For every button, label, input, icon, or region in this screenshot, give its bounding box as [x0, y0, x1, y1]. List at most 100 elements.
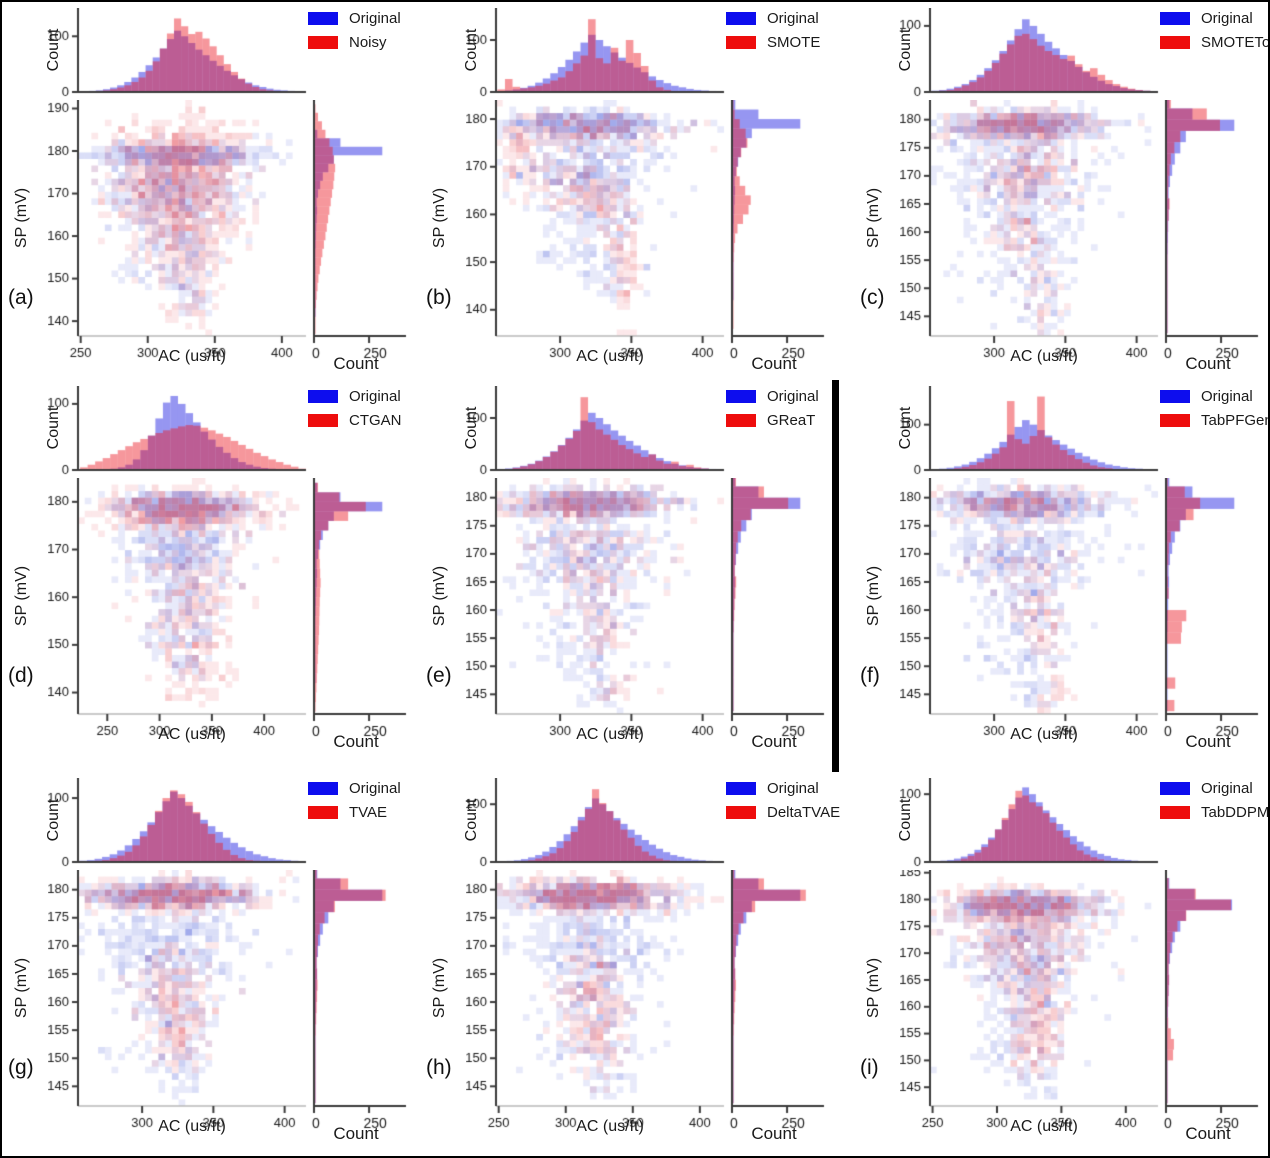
- sp-axis-label: SP (mV): [431, 957, 448, 1019]
- legend-swatch-original: [308, 12, 338, 25]
- legend: Original TVAE: [308, 780, 401, 828]
- legend: Original CTGAN: [308, 388, 402, 436]
- panel-letter: (g): [8, 1056, 34, 1079]
- right-marginal-histogram-canvas: [726, 870, 826, 1132]
- top-marginal-histogram-canvas: [900, 386, 1164, 478]
- panel-g: CountSP (mV)AC (us/ft)Count(g)OriginalTV…: [2, 772, 420, 1156]
- legend-label-original: Original: [767, 388, 819, 405]
- joint-density-canvas: [466, 870, 730, 1132]
- legend-label-synthetic: CTGAN: [349, 412, 402, 429]
- legend-row-synthetic: DeltaTVAE: [726, 804, 840, 821]
- sp-axis-label: SP (mV): [13, 957, 30, 1019]
- legend-label-original: Original: [349, 780, 401, 797]
- top-marginal-histogram-canvas: [466, 8, 730, 100]
- vertical-divider-bar: [832, 380, 839, 772]
- sp-axis-label: SP (mV): [865, 957, 882, 1019]
- panel-letter: (f): [860, 664, 880, 687]
- right-marginal-histogram-canvas: [1160, 870, 1260, 1132]
- legend-swatch-original: [726, 12, 756, 25]
- sp-axis-label: SP (mV): [431, 187, 448, 249]
- legend-row-original: Original: [726, 10, 820, 27]
- top-marginal-histogram-canvas: [48, 386, 312, 478]
- top-marginal-histogram-canvas: [466, 386, 730, 478]
- legend-label-synthetic: GReaT: [767, 412, 816, 429]
- legend-row-original: Original: [1160, 388, 1268, 405]
- legend-label-synthetic: DeltaTVAE: [767, 804, 841, 821]
- joint-density-canvas: [48, 100, 312, 362]
- legend-label-original: Original: [1201, 780, 1253, 797]
- legend-row-synthetic: TVAE: [308, 804, 401, 821]
- legend-row-synthetic: TabDDPM: [1160, 804, 1268, 821]
- joint-density-canvas: [48, 870, 312, 1132]
- legend: Original GReaT: [726, 388, 819, 436]
- right-marginal-histogram-canvas: [1160, 100, 1260, 362]
- legend-label-original: Original: [1201, 10, 1253, 27]
- legend-swatch-synthetic: [1160, 36, 1190, 49]
- legend-row-synthetic: CTGAN: [308, 412, 402, 429]
- right-marginal-histogram-canvas: [726, 100, 826, 362]
- legend-row-original: Original: [726, 780, 840, 797]
- legend-swatch-original: [726, 782, 756, 795]
- legend: Original DeltaTVAE: [726, 780, 840, 828]
- panel-letter: (b): [426, 286, 452, 309]
- sp-axis-label: SP (mV): [865, 187, 882, 249]
- sp-axis-label: SP (mV): [865, 565, 882, 627]
- right-marginal-histogram-canvas: [308, 478, 408, 740]
- legend-label-original: Original: [349, 10, 401, 27]
- legend: Original SMOTETomek: [1160, 10, 1268, 58]
- panel-letter: (a): [8, 286, 34, 309]
- legend-swatch-synthetic: [1160, 414, 1190, 427]
- top-marginal-histogram-canvas: [900, 8, 1164, 100]
- top-marginal-histogram-canvas: [48, 8, 312, 100]
- legend-swatch-synthetic: [726, 36, 756, 49]
- joint-density-canvas: [900, 870, 1164, 1132]
- legend-swatch-original: [726, 390, 756, 403]
- legend-swatch-synthetic: [1160, 806, 1190, 819]
- panel-letter: (i): [860, 1056, 879, 1079]
- legend-row-original: Original: [308, 10, 401, 27]
- legend-row-synthetic: Noisy: [308, 34, 401, 51]
- legend-swatch-original: [308, 782, 338, 795]
- right-marginal-histogram-canvas: [308, 100, 408, 362]
- legend-row-synthetic: SMOTE: [726, 34, 820, 51]
- panel-letter: (c): [860, 286, 885, 309]
- legend-row-synthetic: TabPFGen: [1160, 412, 1270, 429]
- legend-row-original: Original: [308, 388, 402, 405]
- legend-row-original: Original: [726, 388, 819, 405]
- legend: Original Noisy: [308, 10, 401, 58]
- joint-density-canvas: [48, 478, 312, 740]
- top-marginal-histogram-canvas: [900, 778, 1164, 870]
- legend-label-synthetic: TabPFGen: [1201, 412, 1270, 429]
- panel-letter: (d): [8, 664, 34, 687]
- legend: Original TabPFGen: [1160, 388, 1270, 436]
- top-marginal-histogram-canvas: [466, 778, 730, 870]
- sp-axis-label: SP (mV): [431, 565, 448, 627]
- legend-swatch-original: [1160, 12, 1190, 25]
- legend-swatch-synthetic: [726, 414, 756, 427]
- right-marginal-histogram-canvas: [726, 478, 826, 740]
- legend-swatch-synthetic: [308, 414, 338, 427]
- legend-label-synthetic: Noisy: [349, 34, 387, 51]
- joint-density-canvas: [466, 478, 730, 740]
- panel-letter: (e): [426, 664, 452, 687]
- legend-swatch-synthetic: [308, 36, 338, 49]
- legend-swatch-original: [1160, 390, 1190, 403]
- panel-e: CountSP (mV)AC (us/ft)Count(e)OriginalGR…: [420, 380, 832, 772]
- panel-h: CountSP (mV)AC (us/ft)Count(h)OriginalDe…: [420, 772, 840, 1156]
- legend-label-original: Original: [767, 780, 819, 797]
- joint-density-canvas: [466, 100, 730, 362]
- legend-swatch-synthetic: [726, 806, 756, 819]
- legend-label-synthetic: TVAE: [349, 804, 388, 821]
- legend-swatch-synthetic: [308, 806, 338, 819]
- right-marginal-histogram-canvas: [1160, 478, 1260, 740]
- panel-i: CountSP (mV)AC (us/ft)Count(i)OriginalTa…: [832, 772, 1268, 1156]
- joint-density-canvas: [900, 100, 1164, 362]
- joint-density-canvas: [900, 478, 1164, 740]
- legend-row-original: Original: [1160, 780, 1268, 797]
- legend-swatch-original: [308, 390, 338, 403]
- legend-row-synthetic: GReaT: [726, 412, 819, 429]
- panel-letter: (h): [426, 1056, 452, 1079]
- sp-axis-label: SP (mV): [13, 187, 30, 249]
- panel-c: CountSP (mV)AC (us/ft)Count(c)OriginalSM…: [832, 2, 1268, 380]
